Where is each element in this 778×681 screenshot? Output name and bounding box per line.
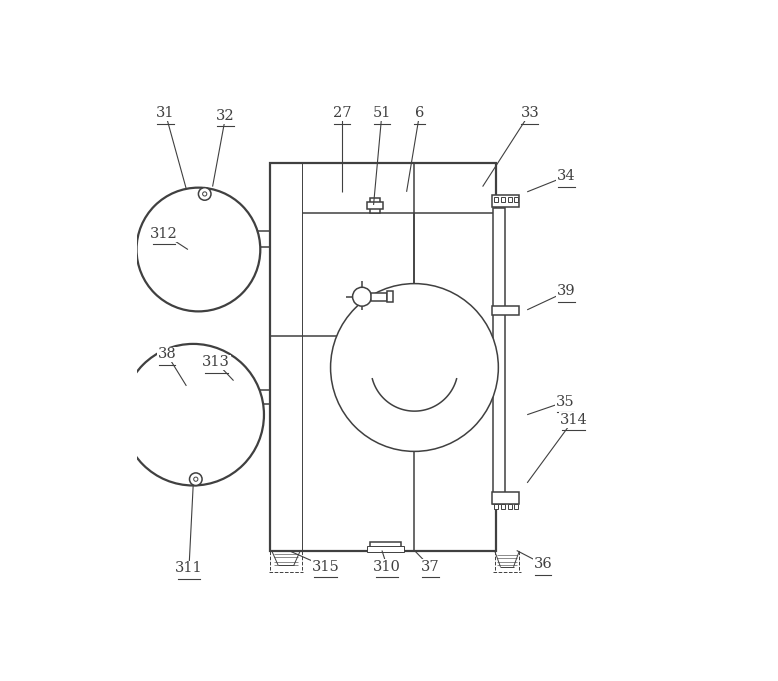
Bar [514,197,518,202]
Bar [492,492,520,504]
Bar [494,504,499,509]
Text: 38: 38 [158,347,177,362]
Text: 6: 6 [415,106,424,120]
Circle shape [331,283,499,452]
Text: 34: 34 [557,169,576,183]
Circle shape [190,473,202,486]
Circle shape [137,188,261,311]
Text: 313: 313 [202,355,230,369]
Circle shape [194,477,198,481]
Circle shape [122,344,264,486]
Text: 315: 315 [311,560,339,574]
Bar [235,227,243,251]
Text: 312: 312 [150,227,177,241]
Bar [237,390,243,395]
Text: 27: 27 [333,106,352,120]
Bar [367,546,404,552]
Bar [370,198,380,212]
Bar [494,197,499,202]
Text: 311: 311 [175,561,203,575]
Bar [270,163,496,551]
Bar [493,208,505,504]
Bar [367,202,383,208]
Text: 31: 31 [156,106,174,120]
Circle shape [352,287,371,306]
Text: 35: 35 [556,394,575,409]
Text: 39: 39 [557,285,576,298]
Bar [501,197,505,202]
Text: 36: 36 [534,557,552,571]
Bar [370,541,401,551]
Bar [237,399,243,405]
Circle shape [198,188,211,200]
Bar [514,504,518,509]
Bar [492,306,520,315]
Text: 51: 51 [373,106,391,120]
Text: 314: 314 [559,413,587,427]
Bar [492,195,520,206]
Bar [241,386,249,409]
Bar [230,242,237,247]
Bar [230,231,237,236]
Text: 37: 37 [421,560,440,574]
Bar [508,504,512,509]
Bar [501,504,505,509]
Text: 33: 33 [520,106,539,120]
Bar [371,293,387,301]
Circle shape [202,192,207,196]
Bar [387,291,394,302]
Text: 32: 32 [216,109,235,123]
Bar [508,197,512,202]
Text: 310: 310 [373,560,401,574]
